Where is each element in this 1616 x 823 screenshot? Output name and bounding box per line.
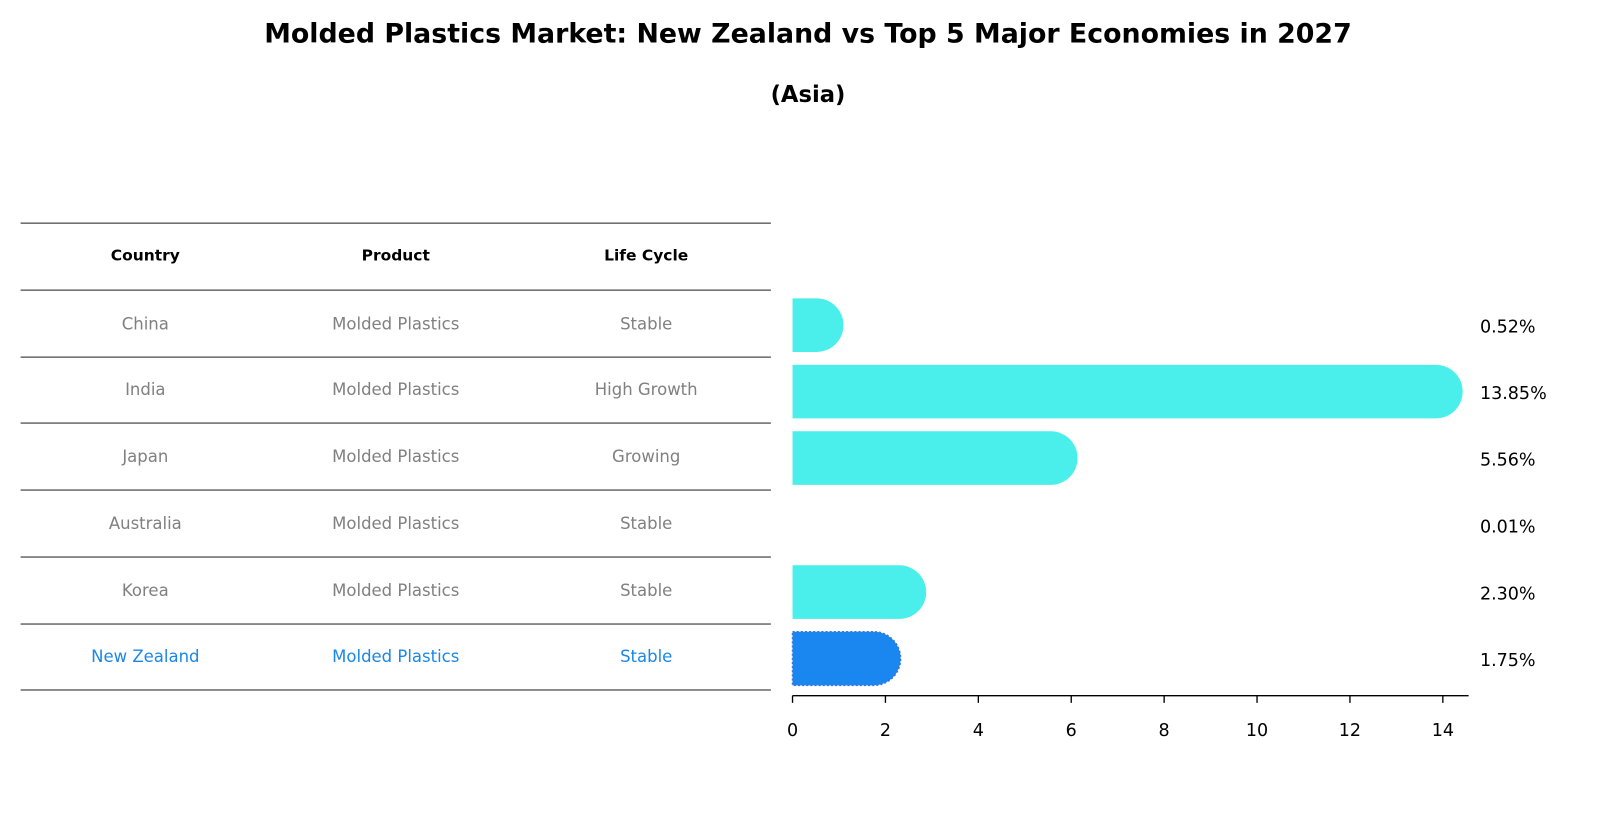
table-cell: Molded Plastics (332, 446, 460, 466)
table-rule (20, 289, 771, 291)
table-cell: Molded Plastics (332, 313, 460, 333)
table-cell: India (125, 379, 166, 400)
table-rule (20, 556, 771, 558)
table-cell: Stable (620, 313, 673, 333)
table-cell: New Zealand (91, 646, 200, 667)
bar-korea (792, 565, 927, 619)
value-label: 5.56% (1480, 450, 1536, 470)
value-label: 2.30% (1480, 584, 1536, 604)
column-header: Life Cycle (604, 246, 689, 265)
table-rule (20, 489, 771, 491)
table-cell: Molded Plastics (332, 646, 460, 667)
table-cell: Molded Plastics (332, 379, 460, 400)
table-rule (20, 623, 771, 625)
x-tick-label: 12 (1339, 721, 1361, 741)
table-cell: Stable (620, 513, 673, 533)
table-cell: Korea (121, 580, 169, 600)
table-rule (20, 222, 771, 224)
x-tick-label: 0 (787, 721, 798, 741)
table-rule (20, 356, 771, 358)
bar-japan (792, 431, 1078, 485)
table-cell: Molded Plastics (332, 580, 460, 600)
table-cell: Stable (620, 646, 673, 667)
column-header: Product (361, 246, 430, 265)
column-header: Country (110, 246, 180, 265)
chart-title: Molded Plastics Market: New Zealand vs T… (264, 18, 1352, 50)
table-cell: High Growth (594, 379, 698, 400)
value-label: 0.52% (1480, 317, 1536, 337)
table-cell: Molded Plastics (332, 513, 460, 533)
table-cell: Australia (108, 513, 182, 533)
table-cell: China (121, 313, 169, 333)
value-label: 1.75% (1480, 651, 1536, 671)
table-cell: Growing (612, 446, 681, 466)
x-tick-label: 10 (1246, 721, 1268, 741)
x-tick-label: 8 (1159, 721, 1170, 741)
table-rule (20, 689, 771, 691)
x-tick-label: 4 (973, 721, 984, 741)
table-cell: Japan (122, 446, 169, 466)
chart-subtitle: (Asia) (770, 82, 846, 109)
x-tick-label: 6 (1066, 721, 1077, 741)
value-label: 13.85% (1480, 384, 1547, 404)
table-rule (20, 422, 771, 424)
bar-india (792, 364, 1463, 419)
bar-china (792, 298, 844, 352)
x-tick-label: 14 (1432, 721, 1454, 741)
table-cell: Stable (620, 580, 673, 600)
x-tick-label: 2 (880, 721, 891, 741)
bar-new-zealand (791, 630, 902, 687)
value-label: 0.01% (1480, 517, 1536, 537)
